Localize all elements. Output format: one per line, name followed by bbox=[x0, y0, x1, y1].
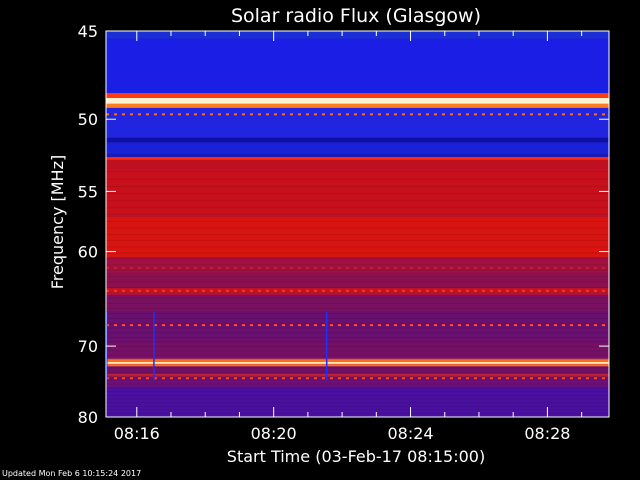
frequency-band bbox=[106, 216, 609, 258]
band-texture bbox=[106, 322, 609, 324]
frequency-band bbox=[106, 154, 609, 158]
band-texture bbox=[106, 308, 609, 309]
band-texture bbox=[106, 313, 609, 314]
band-texture bbox=[106, 227, 609, 229]
x-tick-label: 08:20 bbox=[251, 424, 297, 443]
y-tick-label: 60 bbox=[78, 243, 98, 262]
plot-area bbox=[105, 30, 610, 418]
frequency-band bbox=[106, 376, 609, 388]
band-texture bbox=[106, 405, 609, 407]
band-texture bbox=[106, 258, 609, 260]
band-texture bbox=[106, 297, 609, 299]
band-texture bbox=[106, 409, 609, 411]
frequency-band bbox=[106, 342, 609, 359]
band-texture bbox=[106, 398, 609, 400]
frequency-band bbox=[106, 98, 609, 104]
y-tick-label: 50 bbox=[78, 110, 98, 129]
band-texture bbox=[106, 171, 609, 172]
band-texture bbox=[106, 391, 609, 393]
axes: 45 50 55 60 70 80 08:16 08:20 08:24 08:28 bbox=[78, 22, 609, 443]
band-texture bbox=[106, 246, 609, 248]
band-texture bbox=[106, 200, 609, 202]
updated-timestamp: Updated Mon Feb 6 10:15:24 2017 bbox=[2, 469, 142, 478]
x-tick-label: 08:28 bbox=[524, 424, 570, 443]
frequency-band bbox=[106, 168, 609, 217]
band-texture bbox=[106, 207, 609, 209]
frequency-band bbox=[106, 366, 609, 374]
frequency-band bbox=[106, 257, 609, 273]
frequency-band bbox=[106, 31, 609, 39]
band-texture bbox=[106, 394, 609, 396]
band-texture bbox=[106, 220, 609, 222]
band-texture bbox=[106, 402, 609, 404]
frequency-band bbox=[106, 142, 609, 155]
y-tick-label: 70 bbox=[78, 337, 98, 356]
band-texture bbox=[106, 287, 609, 288]
band-texture bbox=[106, 332, 609, 334]
frequency-band bbox=[106, 38, 609, 93]
band-texture bbox=[106, 302, 609, 304]
band-texture bbox=[106, 318, 609, 319]
band-texture bbox=[106, 252, 609, 254]
frequency-band bbox=[106, 137, 609, 143]
frequency-band bbox=[106, 373, 609, 377]
frequency-band bbox=[106, 92, 609, 99]
band-texture bbox=[106, 178, 609, 180]
band-texture bbox=[106, 346, 609, 347]
y-tick-label: 80 bbox=[78, 408, 98, 427]
frequency-band bbox=[106, 311, 609, 343]
band-texture bbox=[106, 341, 609, 343]
band-texture bbox=[106, 354, 609, 356]
band-texture bbox=[106, 240, 609, 242]
band-texture bbox=[106, 281, 609, 283]
plot-frame bbox=[105, 30, 610, 418]
frequency-band bbox=[106, 272, 609, 289]
chart-title: Solar radio Flux (Glasgow) bbox=[231, 5, 481, 27]
y-tick-label: 45 bbox=[78, 22, 98, 41]
y-axis-label: Frequency [MHz] bbox=[48, 155, 67, 289]
frequency-band bbox=[106, 364, 609, 367]
band-texture bbox=[106, 387, 609, 389]
band-texture bbox=[106, 327, 609, 329]
band-texture bbox=[106, 371, 609, 373]
frequency-band bbox=[106, 157, 609, 160]
band-texture bbox=[106, 383, 609, 385]
frequency-band bbox=[106, 103, 609, 108]
frequency-band bbox=[106, 294, 609, 312]
band-texture bbox=[106, 367, 609, 369]
band-texture bbox=[106, 292, 609, 294]
frequency-band bbox=[106, 361, 609, 365]
frequency-band bbox=[106, 387, 609, 417]
band-texture bbox=[106, 363, 609, 365]
frequency-band bbox=[106, 288, 609, 295]
band-texture bbox=[106, 234, 609, 235]
frequency-band bbox=[106, 107, 609, 138]
band-texture bbox=[106, 379, 609, 381]
band-texture bbox=[106, 412, 609, 414]
band-texture bbox=[106, 186, 609, 187]
frequency-band bbox=[106, 358, 609, 362]
band-texture bbox=[106, 337, 609, 338]
x-tick-label: 08:16 bbox=[114, 424, 160, 443]
band-texture bbox=[106, 359, 609, 360]
y-tick-label: 55 bbox=[78, 182, 98, 201]
band-texture bbox=[106, 193, 609, 195]
band-texture bbox=[106, 350, 609, 352]
band-texture bbox=[106, 276, 609, 277]
band-texture bbox=[106, 214, 609, 216]
band-texture bbox=[106, 270, 609, 272]
band-texture bbox=[106, 264, 609, 266]
band-texture bbox=[106, 375, 609, 377]
x-tick-label: 08:24 bbox=[387, 424, 433, 443]
x-axis-label: Start Time (03-Feb-17 08:15:00) bbox=[227, 447, 485, 466]
frequency-band bbox=[106, 159, 609, 169]
